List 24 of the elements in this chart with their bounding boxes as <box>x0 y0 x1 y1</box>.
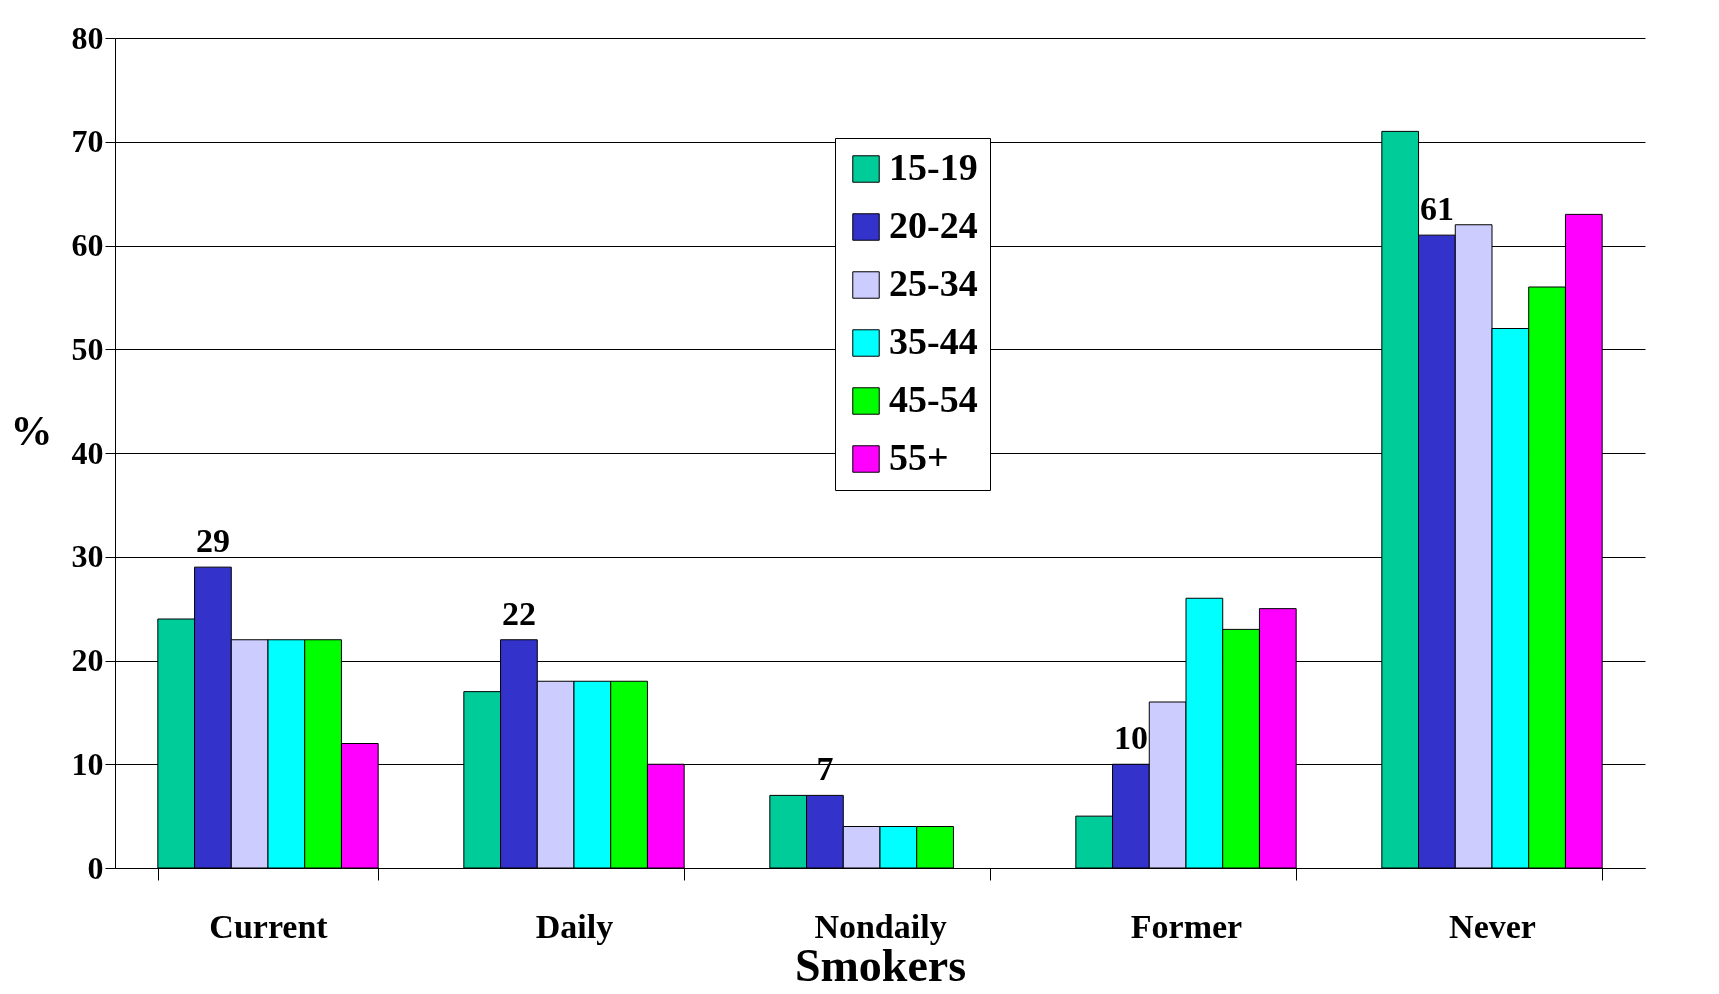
legend-label: 45-54 <box>889 378 978 420</box>
y-tick-label: 80 <box>71 19 104 56</box>
data-label: 10 <box>1113 719 1148 757</box>
legend-label: 20-24 <box>889 204 978 246</box>
y-tick-label: 50 <box>71 330 104 367</box>
data-label: 22 <box>501 594 536 632</box>
y-tick-label: 60 <box>71 227 104 263</box>
legend-label: 15-19 <box>889 146 978 188</box>
y-tick-label: 0 <box>87 849 104 886</box>
x-tick-label: Daily <box>535 907 614 945</box>
y-tick-label: 10 <box>71 745 104 782</box>
legend-label: 35-44 <box>889 320 978 362</box>
legend-label: 25-34 <box>889 262 978 304</box>
y-tick-label: 70 <box>71 123 104 160</box>
data-label: 29 <box>195 522 230 560</box>
y-axis-title: % <box>10 407 53 454</box>
y-tick-label: 40 <box>71 434 104 471</box>
data-label: 61 <box>1419 190 1454 228</box>
y-tick-label: 30 <box>71 538 104 575</box>
x-tick-label: Former <box>1130 907 1243 945</box>
legend-label: 55+ <box>889 436 949 478</box>
x-tick-label: Current <box>209 907 329 945</box>
x-tick-label: Never <box>1449 907 1536 945</box>
y-tick-label: 20 <box>71 642 104 678</box>
